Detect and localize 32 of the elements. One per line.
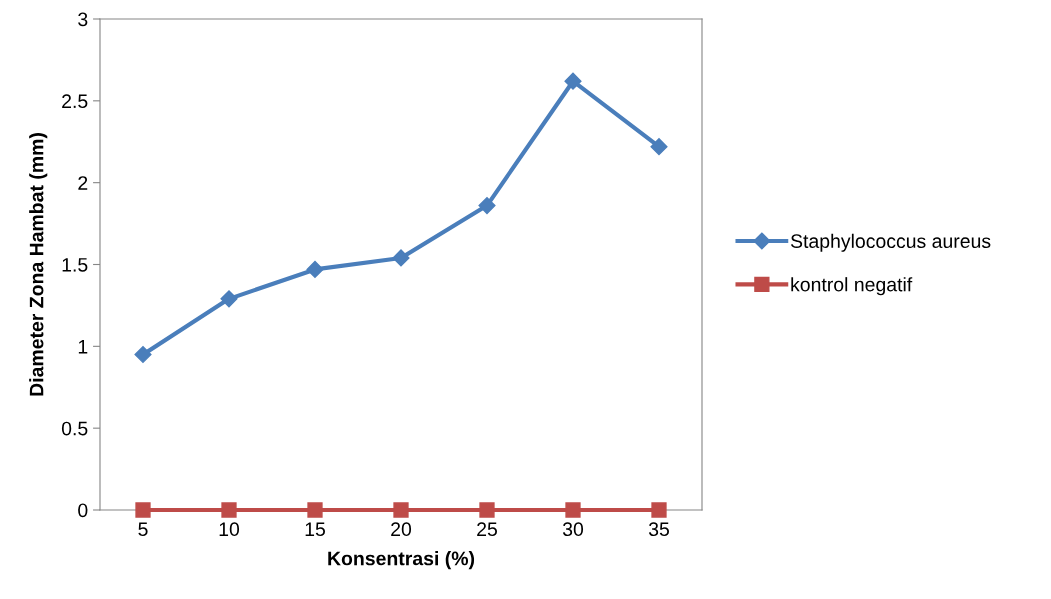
x-tick-label: 35 [648, 522, 669, 537]
point [650, 138, 668, 156]
x-tick-label: 5 [138, 522, 148, 537]
x-tick-label: 30 [562, 522, 584, 537]
point [134, 345, 152, 364]
legend-label: Staphylococcus aureus [790, 233, 991, 252]
y-tick-label: 0.5 [61, 421, 88, 436]
x-tick-label: 15 [305, 522, 325, 537]
point [307, 502, 323, 518]
y-tick-label: 3 [78, 12, 88, 27]
point [220, 290, 238, 308]
y-tick-label: 1 [78, 340, 88, 354]
point [651, 502, 667, 518]
x-tick-label: 20 [391, 522, 412, 537]
y-axis-title: Diameter Zona Hambat (mm) [29, 133, 48, 396]
x-tick-label: 10 [219, 522, 240, 537]
legend-label: kontrol negatif [791, 277, 913, 296]
y-tick-label: 1.5 [62, 258, 88, 272]
point [565, 502, 581, 518]
point [221, 502, 237, 518]
point [393, 502, 409, 518]
point [478, 197, 496, 215]
point [392, 249, 410, 267]
x-axis-title: Konsentrasi (%) [328, 551, 475, 570]
y-tick-label: 2 [78, 176, 88, 190]
y-tick-label: 0 [78, 503, 88, 518]
point [306, 260, 324, 278]
point [479, 502, 495, 518]
point [564, 72, 582, 90]
point [135, 502, 151, 518]
x-tick-label: 25 [477, 522, 497, 537]
y-tick-label: 2.5 [62, 94, 88, 109]
